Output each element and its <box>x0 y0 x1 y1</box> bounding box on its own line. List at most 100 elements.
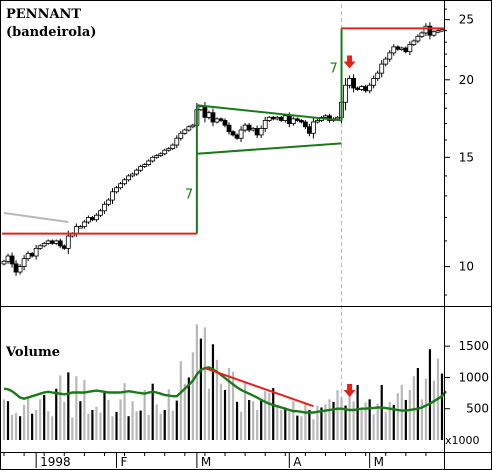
price-candle <box>98 210 103 216</box>
price-candle <box>61 245 67 249</box>
price-candle <box>114 187 119 193</box>
price-candle <box>246 124 252 131</box>
price-candle <box>218 118 224 121</box>
price-candle <box>146 160 152 166</box>
price-candle <box>290 118 296 124</box>
price-candle <box>363 86 369 92</box>
pennant-lower-line <box>196 142 342 155</box>
price-candle <box>102 203 107 212</box>
price-breakout-arrow <box>343 55 356 69</box>
price-candle <box>150 156 156 162</box>
price-candle <box>9 255 15 265</box>
price-candle <box>262 120 268 129</box>
price-candle <box>53 240 59 244</box>
volume-tick-label: 1000 <box>458 370 489 384</box>
price-candle <box>158 153 164 156</box>
price-candle <box>347 78 352 86</box>
price-candle <box>335 116 340 120</box>
price-candle <box>178 132 184 139</box>
price-candle <box>407 44 413 53</box>
time-label: M <box>374 455 384 469</box>
price-candle <box>278 116 284 121</box>
price-candle <box>138 166 144 171</box>
price-candle <box>182 129 188 134</box>
price-candle <box>439 29 445 32</box>
price-candle <box>202 106 208 118</box>
price-candle <box>399 47 405 50</box>
price-candle <box>415 35 421 42</box>
price-candle <box>170 144 176 149</box>
price-candle <box>230 131 236 136</box>
price-candle <box>250 127 256 131</box>
price-candle <box>90 217 95 221</box>
price-candle <box>118 183 123 189</box>
chart-subtitle: (bandeirola) <box>6 25 96 40</box>
volume-tick-label: 500 <box>466 402 489 416</box>
price-candle <box>186 126 192 131</box>
axis-labels: 10 15 20 25 500 1000 1500 x1000 1998 F M A M <box>3 8 489 469</box>
price-candle <box>154 155 160 158</box>
price-candle <box>355 87 361 90</box>
price-candle <box>302 121 308 128</box>
price-candle <box>311 121 316 134</box>
price-candle <box>49 240 55 244</box>
price-candle <box>130 173 135 177</box>
price-candle <box>323 115 328 118</box>
price-candle <box>375 72 381 79</box>
price-candle <box>106 199 111 205</box>
pole-measure-label: 7 <box>185 188 193 203</box>
price-candle <box>403 47 409 53</box>
price-candle <box>391 46 397 54</box>
volume-bars <box>2 324 444 440</box>
price-candle <box>306 126 312 134</box>
price-candle <box>206 112 212 118</box>
price-candle <box>81 221 87 227</box>
price-candle <box>427 25 433 36</box>
price-candle <box>94 214 99 221</box>
price-candle <box>166 148 172 151</box>
price-candle <box>411 40 417 45</box>
price-candle <box>57 240 63 247</box>
price-candle <box>5 255 11 262</box>
price-candle <box>37 245 43 249</box>
price-candle <box>298 120 304 123</box>
price-candle <box>286 115 292 124</box>
price-candle <box>234 134 240 139</box>
time-label: F <box>121 455 128 469</box>
price-candle <box>134 169 140 175</box>
price-candle <box>122 179 127 185</box>
price-candle <box>13 263 19 273</box>
volume-tick-label: 1500 <box>458 339 489 353</box>
price-candle <box>198 106 204 111</box>
price-candle <box>1 260 7 265</box>
price-candle <box>431 31 437 36</box>
price-candle <box>210 112 216 123</box>
price-candle <box>294 118 300 121</box>
price-candle <box>29 253 35 257</box>
price-candle <box>222 120 228 126</box>
price-candle <box>282 115 288 121</box>
price-candle <box>258 127 264 136</box>
price-candle <box>45 240 51 244</box>
price-candle <box>142 164 148 167</box>
price-candle <box>371 78 377 86</box>
volume-average-line <box>3 366 447 414</box>
price-candle <box>110 191 115 201</box>
price-candle <box>73 226 79 235</box>
price-candle <box>315 120 320 123</box>
price-candle <box>359 86 365 90</box>
price-candle <box>270 116 276 120</box>
price-candle <box>387 52 393 60</box>
price-candle <box>242 124 248 131</box>
price-candle <box>174 137 180 146</box>
price-candle <box>77 226 83 229</box>
price-candle <box>25 253 31 260</box>
time-label: A <box>293 455 302 469</box>
chart-title: PENNANT <box>6 7 81 22</box>
price-candle <box>41 242 47 247</box>
price-candle <box>65 235 71 249</box>
price-candle <box>190 124 196 128</box>
price-tick-label: 10 <box>459 260 474 274</box>
price-candle <box>21 258 27 267</box>
